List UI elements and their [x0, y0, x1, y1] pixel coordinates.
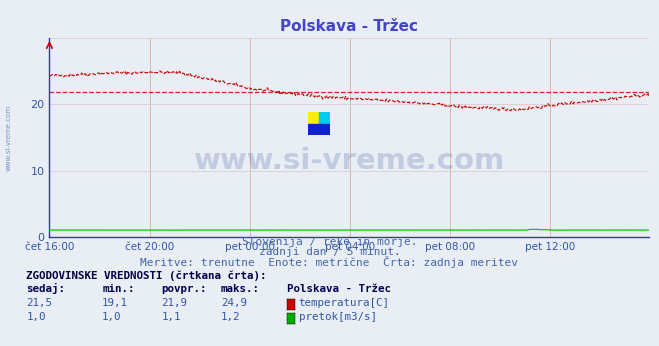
Text: www.si-vreme.com: www.si-vreme.com	[194, 147, 505, 175]
Text: 24,9: 24,9	[221, 298, 246, 308]
Text: 1,0: 1,0	[26, 312, 46, 322]
Text: maks.:: maks.:	[221, 284, 260, 294]
Text: Polskava - Tržec: Polskava - Tržec	[287, 284, 391, 294]
Text: ZGODOVINSKE VREDNOSTI (črtkana črta):: ZGODOVINSKE VREDNOSTI (črtkana črta):	[26, 270, 267, 281]
Bar	[308, 112, 319, 124]
Bar	[319, 112, 330, 124]
Text: 19,1: 19,1	[102, 298, 128, 308]
Text: min.:: min.:	[102, 284, 134, 294]
Text: 1,0: 1,0	[102, 312, 122, 322]
Text: 1,2: 1,2	[221, 312, 241, 322]
Text: 1,1: 1,1	[161, 312, 181, 322]
Text: www.si-vreme.com: www.si-vreme.com	[5, 105, 12, 172]
Text: 21,5: 21,5	[26, 298, 52, 308]
Text: sedaj:: sedaj:	[26, 283, 65, 294]
Text: zadnji dan / 5 minut.: zadnji dan / 5 minut.	[258, 247, 401, 257]
Title: Polskava - Tržec: Polskava - Tržec	[280, 19, 418, 34]
Text: temperatura[C]: temperatura[C]	[299, 298, 389, 308]
Text: 21,9: 21,9	[161, 298, 187, 308]
Bar	[308, 124, 330, 135]
Text: povpr.:: povpr.:	[161, 284, 207, 294]
Text: Meritve: trenutne  Enote: metrične  Črta: zadnja meritev: Meritve: trenutne Enote: metrične Črta: …	[140, 256, 519, 268]
Text: pretok[m3/s]: pretok[m3/s]	[299, 312, 376, 322]
Text: Slovenija / reke in morje.: Slovenija / reke in morje.	[242, 237, 417, 247]
